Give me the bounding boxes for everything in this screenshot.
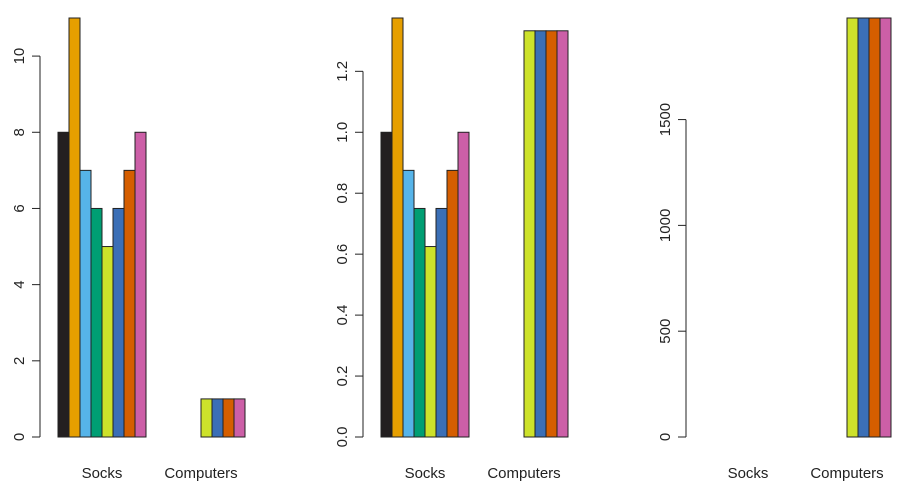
bar-socks-3 (402, 169, 415, 438)
bar-socks-4 (413, 207, 426, 438)
y-tick-label: 10 (11, 48, 28, 65)
x-category-label: Computers (810, 465, 883, 482)
y-tick-label: 1.0 (334, 122, 351, 143)
bar-computers-8 (879, 17, 892, 438)
bar-computers-7 (545, 30, 558, 438)
y-tick-label: 4 (11, 280, 28, 288)
y-tick-label: 1000 (657, 209, 674, 242)
bar-socks-6 (112, 207, 125, 438)
y-tick-label: 0 (11, 433, 28, 441)
bar-computers-7 (222, 398, 235, 438)
bar-computers-6 (534, 30, 547, 438)
y-tick-label: 0.6 (334, 244, 351, 265)
bar-socks-4 (90, 207, 103, 438)
bar-computers-5 (200, 398, 213, 438)
bar-socks-7 (446, 169, 459, 438)
bar-computers-7 (868, 17, 881, 438)
bar-computers-6 (857, 17, 870, 438)
y-tick-label: 0.8 (334, 183, 351, 204)
y-tick-label: 1500 (657, 103, 674, 136)
bar-socks-2 (68, 17, 81, 438)
y-tick-label: 0.0 (334, 427, 351, 448)
bar-socks-5 (424, 246, 437, 438)
x-category-label: Socks (728, 465, 769, 482)
y-tick-label: 0.2 (334, 366, 351, 387)
bar-computers-5 (846, 17, 859, 438)
x-category-label: Socks (82, 465, 123, 482)
bar-chart-panel-3: 0 500 1000 1500 Socks Computers (657, 17, 892, 482)
y-tick-label: 2 (11, 357, 28, 365)
bar-chart-panel-1: 0 2 4 6 8 10 Socks Computers (11, 17, 246, 482)
bar-computers-6 (211, 398, 224, 438)
x-category-label: Computers (487, 465, 560, 482)
x-category-label: Computers (164, 465, 237, 482)
y-tick-label: 0.4 (334, 305, 351, 326)
bar-socks-8 (457, 131, 470, 438)
bar-socks-3 (79, 169, 92, 438)
bar-socks-6 (435, 207, 448, 438)
bar-computers-5 (523, 30, 536, 438)
x-category-label: Socks (405, 465, 446, 482)
y-tick-label: 0 (657, 433, 674, 441)
bar-computers-8 (233, 398, 246, 438)
bar-socks-2 (391, 17, 404, 438)
bar-socks-7 (123, 169, 136, 438)
bar-socks-5 (101, 246, 114, 438)
bar-chart-panel-2: 0.0 0.2 0.4 0.6 0.8 1.0 1.2 Socks Computers (334, 17, 569, 482)
bar-socks-8 (134, 131, 147, 438)
y-tick-label: 500 (657, 319, 674, 344)
y-tick-label: 8 (11, 128, 28, 136)
y-tick-label: 6 (11, 204, 28, 212)
y-tick-label: 1.2 (334, 61, 351, 82)
bar-socks-1 (380, 131, 393, 438)
bar-computers-8 (556, 30, 569, 438)
bar-socks-1 (57, 131, 70, 438)
